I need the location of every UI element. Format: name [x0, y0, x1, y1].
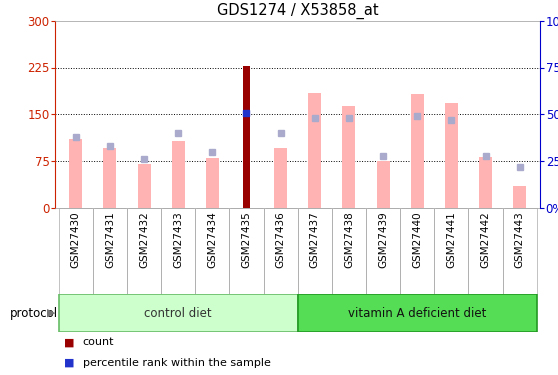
Text: ■: ■: [64, 358, 75, 368]
Bar: [468, 208, 503, 294]
Bar: [103, 147, 117, 208]
Bar: [503, 208, 537, 294]
Bar: [59, 208, 93, 294]
Bar: [479, 157, 492, 208]
Bar: [298, 208, 332, 294]
Bar: [93, 208, 127, 294]
Text: GSM27433: GSM27433: [173, 211, 183, 268]
Bar: [343, 106, 355, 208]
Bar: [377, 160, 389, 208]
Bar: [263, 208, 298, 294]
Text: GSM27441: GSM27441: [446, 211, 456, 268]
Bar: [298, 294, 537, 332]
Text: count: count: [83, 338, 114, 347]
Text: GSM27434: GSM27434: [208, 211, 217, 268]
Text: vitamin A deficient diet: vitamin A deficient diet: [348, 307, 487, 320]
Text: GSM27430: GSM27430: [71, 211, 81, 268]
Text: GSM27438: GSM27438: [344, 211, 354, 268]
Bar: [332, 208, 366, 294]
Bar: [366, 208, 400, 294]
Bar: [59, 294, 298, 332]
Bar: [513, 186, 526, 208]
Bar: [445, 103, 458, 208]
Text: GSM27443: GSM27443: [514, 211, 525, 268]
Text: GSM27440: GSM27440: [412, 211, 422, 268]
Text: GSM27442: GSM27442: [480, 211, 490, 268]
Text: GSM27435: GSM27435: [242, 211, 252, 268]
Bar: [137, 164, 151, 208]
Bar: [69, 140, 82, 208]
Bar: [206, 158, 219, 208]
Text: ▶: ▶: [47, 308, 56, 318]
Bar: [308, 93, 321, 208]
Bar: [434, 208, 468, 294]
Bar: [172, 141, 185, 208]
Bar: [229, 208, 263, 294]
Text: GSM27431: GSM27431: [105, 211, 115, 268]
Bar: [243, 66, 250, 208]
Text: GSM27437: GSM27437: [310, 211, 320, 268]
Text: protocol: protocol: [10, 307, 58, 320]
Bar: [195, 208, 229, 294]
Text: GSM27432: GSM27432: [139, 211, 149, 268]
Title: GDS1274 / X53858_at: GDS1274 / X53858_at: [217, 3, 378, 19]
Text: GSM27439: GSM27439: [378, 211, 388, 268]
Text: GSM27436: GSM27436: [276, 211, 286, 268]
Bar: [411, 94, 424, 208]
Bar: [127, 208, 161, 294]
Text: control diet: control diet: [145, 307, 212, 320]
Bar: [274, 148, 287, 208]
Text: percentile rank within the sample: percentile rank within the sample: [83, 358, 271, 368]
Bar: [400, 208, 434, 294]
Bar: [161, 208, 195, 294]
Text: ■: ■: [64, 338, 75, 347]
